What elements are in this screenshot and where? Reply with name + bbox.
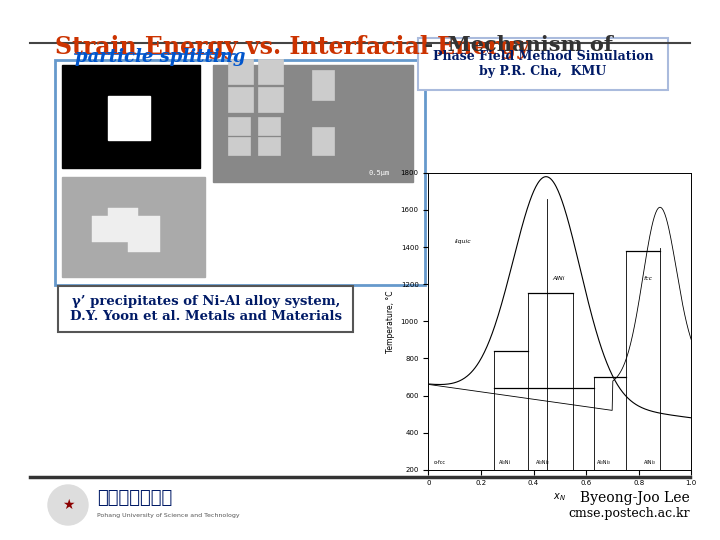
Text: γ’ precipitates of Ni-Al alloy system,
D.Y. Yoon et al. Metals and Materials: γ’ precipitates of Ni-Al alloy system, D… bbox=[70, 295, 342, 323]
Bar bbox=[213, 65, 413, 182]
Bar bbox=[312, 70, 334, 100]
Bar bbox=[258, 137, 280, 155]
Bar bbox=[312, 127, 334, 155]
Bar bbox=[228, 137, 250, 155]
Text: Byeong-Joo Lee: Byeong-Joo Lee bbox=[580, 491, 690, 505]
Text: Strain Energy vs. Interfacial Energy: Strain Energy vs. Interfacial Energy bbox=[55, 35, 530, 59]
Text: Al₃Ni₂: Al₃Ni₂ bbox=[536, 460, 550, 465]
Bar bbox=[108, 208, 138, 228]
Text: ★: ★ bbox=[62, 498, 74, 512]
Text: AlNi: AlNi bbox=[552, 276, 564, 281]
Text: AlNi₃: AlNi₃ bbox=[644, 460, 656, 465]
Text: Pohang University of Science and Technology: Pohang University of Science and Technol… bbox=[97, 512, 240, 517]
Bar bbox=[228, 87, 253, 112]
Bar bbox=[128, 216, 160, 252]
Circle shape bbox=[48, 485, 88, 525]
Text: Al₃Ni: Al₃Ni bbox=[500, 460, 511, 465]
Text: fcc: fcc bbox=[644, 276, 653, 281]
FancyBboxPatch shape bbox=[418, 38, 668, 90]
Bar bbox=[62, 65, 200, 168]
X-axis label: $x_N$: $x_N$ bbox=[554, 491, 566, 503]
Text: Phase Field Method Simulation
by P.R. Cha,  KMU: Phase Field Method Simulation by P.R. Ch… bbox=[433, 50, 653, 78]
Y-axis label: Temperature, °C: Temperature, °C bbox=[386, 290, 395, 353]
Text: cmse.postech.ac.kr: cmse.postech.ac.kr bbox=[568, 508, 690, 521]
Bar bbox=[92, 216, 130, 242]
Bar bbox=[228, 59, 253, 84]
FancyBboxPatch shape bbox=[58, 286, 353, 332]
Bar bbox=[108, 96, 150, 140]
Bar bbox=[258, 87, 283, 112]
Text: Al₃Ni₃: Al₃Ni₃ bbox=[597, 460, 611, 465]
Text: -  Mechanism of: - Mechanism of bbox=[410, 35, 613, 55]
Text: particle splitting: particle splitting bbox=[75, 48, 246, 66]
Text: liquic: liquic bbox=[455, 239, 472, 244]
Text: 포항공과대학교: 포항공과대학교 bbox=[97, 489, 172, 507]
Text: α-fcc: α-fcc bbox=[433, 460, 446, 465]
Bar bbox=[258, 117, 280, 135]
Text: 0.5μm: 0.5μm bbox=[369, 170, 390, 176]
Bar bbox=[258, 59, 283, 84]
Bar bbox=[228, 117, 250, 135]
Bar bbox=[62, 177, 205, 277]
